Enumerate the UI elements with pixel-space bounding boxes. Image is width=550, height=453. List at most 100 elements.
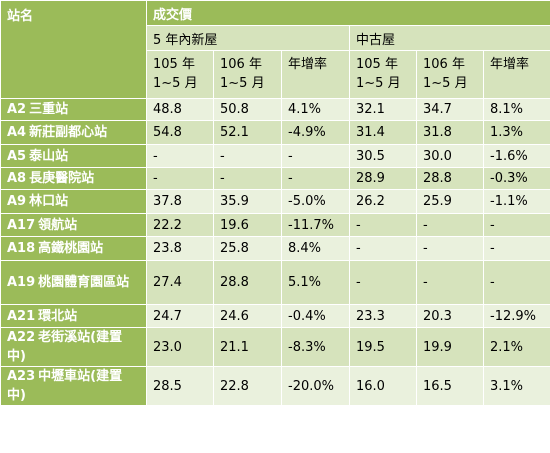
- value-cell: -5.0%: [281, 189, 350, 214]
- value-cell: 30.5: [349, 144, 417, 168]
- value-cell: -: [281, 144, 350, 168]
- station-code: A22: [7, 330, 36, 345]
- value-cell: -: [349, 260, 417, 305]
- table-row: A17 領航站 22.2 19.6 -11.7% - - -: [0, 213, 550, 237]
- station-name: 環北站: [38, 308, 78, 324]
- value-cell: 28.5: [146, 366, 214, 406]
- value-cell: -11.7%: [281, 213, 350, 237]
- station-code: A23: [7, 369, 36, 384]
- station-name: 老街溪站(建置中): [7, 330, 123, 364]
- column-header-line2: 1~5 月: [423, 76, 468, 91]
- column-header-line2: 1~5 月: [153, 76, 198, 91]
- value-cell: -: [416, 260, 484, 305]
- value-cell: 16.5: [416, 366, 484, 406]
- station-code: A17: [7, 217, 36, 233]
- value-cell: 37.8: [146, 189, 214, 214]
- station-code: A8: [7, 171, 27, 186]
- value-cell: -: [416, 213, 484, 237]
- value-cell: 31.4: [349, 120, 417, 145]
- column-header: 年增率: [482, 50, 550, 99]
- station-code: A18: [7, 241, 36, 256]
- table-row: A8 長庚醫院站 - - -28.9 28.8 -0.3%: [0, 167, 550, 190]
- value-cell: -20.0%: [281, 366, 350, 406]
- station-name: 泰山站: [29, 148, 69, 164]
- station-cell: A4 新莊副都心站: [0, 120, 147, 145]
- value-cell: 8.4%: [281, 236, 350, 261]
- new-house-header: 5 年內新屋: [146, 25, 350, 51]
- value-cell: 23.0: [146, 327, 214, 367]
- value-cell: 16.0: [349, 366, 417, 406]
- table-row: A5 泰山站 - - -30.5 30.0 -1.6%: [0, 144, 550, 168]
- station-cell: A8 長庚醫院站: [0, 167, 147, 190]
- station-cell: A2 三重站: [0, 98, 147, 121]
- value-cell: 24.6: [213, 304, 282, 328]
- value-cell: 54.8: [146, 120, 214, 145]
- value-cell: 21.1: [213, 327, 282, 367]
- value-cell: -: [349, 236, 417, 261]
- column-header: 年增率: [281, 50, 350, 99]
- value-cell: 5.1%: [281, 260, 350, 305]
- station-code: A5: [7, 148, 27, 164]
- value-cell: -: [482, 260, 550, 305]
- old-house-header: 中古屋: [348, 25, 550, 51]
- table-row: A2 三重站 48.8 50.8 4.1% 32.1 34.7 8.1%: [0, 98, 550, 121]
- value-cell: 26.2: [349, 189, 417, 214]
- value-cell: -: [146, 167, 214, 190]
- value-cell: 19.9: [416, 327, 484, 367]
- station-cell: A21 環北站: [0, 304, 147, 328]
- table-row: A9 林口站 37.8 35.9 -5.0% 26.2 25.9 -1.1%: [0, 189, 550, 214]
- value-cell: -0.4%: [281, 304, 350, 328]
- table-row: A21 環北站 24.7 24.6 -0.4% 23.3 20.3 -12.9%: [0, 304, 550, 328]
- column-header: 105 年 1~5 月: [349, 50, 417, 99]
- value-cell: 48.8: [146, 98, 214, 121]
- value-cell: 32.1: [349, 98, 417, 121]
- value-cell: 50.8: [213, 98, 282, 121]
- value-cell: 20.3: [416, 304, 484, 328]
- station-code: A2: [7, 102, 27, 117]
- table-row: A18 高鐵桃園站 23.8 25.8 8.4% - - -: [0, 236, 550, 261]
- value-cell: 27.4: [146, 260, 214, 305]
- price-header: 成交價: [145, 0, 550, 26]
- value-cell: -: [482, 236, 550, 261]
- value-cell: -1.6%: [482, 144, 550, 168]
- value-cell: 25.8: [213, 236, 282, 261]
- value-cell: -8.3%: [281, 327, 350, 367]
- station-cell: A9 林口站: [0, 189, 147, 214]
- column-header: 105 年 1~5 月: [146, 50, 214, 99]
- column-header: 106 年 1~5 月: [416, 50, 484, 99]
- table-row: A22 老街溪站(建置中) 23.0 21.1 -8.3% 19.5 19.9 2.1%: [0, 327, 550, 367]
- value-cell: 35.9: [213, 189, 282, 214]
- value-cell: 52.1: [213, 120, 282, 145]
- value-cell: 34.7: [416, 98, 484, 121]
- value-cell: 23.8: [146, 236, 214, 261]
- station-code: A9: [7, 194, 27, 209]
- station-name: 新莊副都心站: [29, 125, 108, 140]
- station-cell: A18 高鐵桃園站: [0, 236, 147, 261]
- value-cell: -: [416, 236, 484, 261]
- station-code: A4: [7, 125, 27, 140]
- value-cell: 23.3: [349, 304, 417, 328]
- value-cell: 4.1%: [281, 98, 350, 121]
- station-cell: A5 泰山站: [0, 144, 147, 168]
- column-header-line2: 1~5 月: [220, 76, 265, 91]
- station-name: 桃園體育園區站: [38, 275, 130, 290]
- value-cell: 1.3%: [482, 120, 550, 145]
- column-header-line1: 105 年: [356, 57, 398, 72]
- column-header-line1: 106 年: [423, 57, 465, 72]
- table-row: A4 新莊副都心站 54.8 52.1 -4.9% 31.4 31.8 1.3%: [0, 120, 550, 145]
- value-cell: -: [146, 144, 214, 168]
- value-cell: 2.1%: [482, 327, 550, 367]
- value-cell: 22.2: [146, 213, 214, 237]
- station-name: 領航站: [38, 217, 78, 233]
- station-price-table: 站名 成交價 5 年內新屋 中古屋 105 年 1~5 月 106 年 1~5 月 年增…: [0, 0, 550, 406]
- value-cell: 19.6: [213, 213, 282, 237]
- value-cell: 19.5: [349, 327, 417, 367]
- station-cell: A22 老街溪站(建置中): [0, 327, 147, 367]
- column-header-line1: 105 年: [153, 57, 195, 72]
- station-name: 長庚醫院站: [29, 171, 95, 186]
- column-header: 106 年 1~5 月: [213, 50, 282, 99]
- station-cell: A23 中壢車站(建置中): [0, 366, 147, 406]
- value-cell: -: [482, 213, 550, 237]
- value-cell: 8.1%: [482, 98, 550, 121]
- station-cell: A19 桃園體育園區站: [0, 260, 147, 305]
